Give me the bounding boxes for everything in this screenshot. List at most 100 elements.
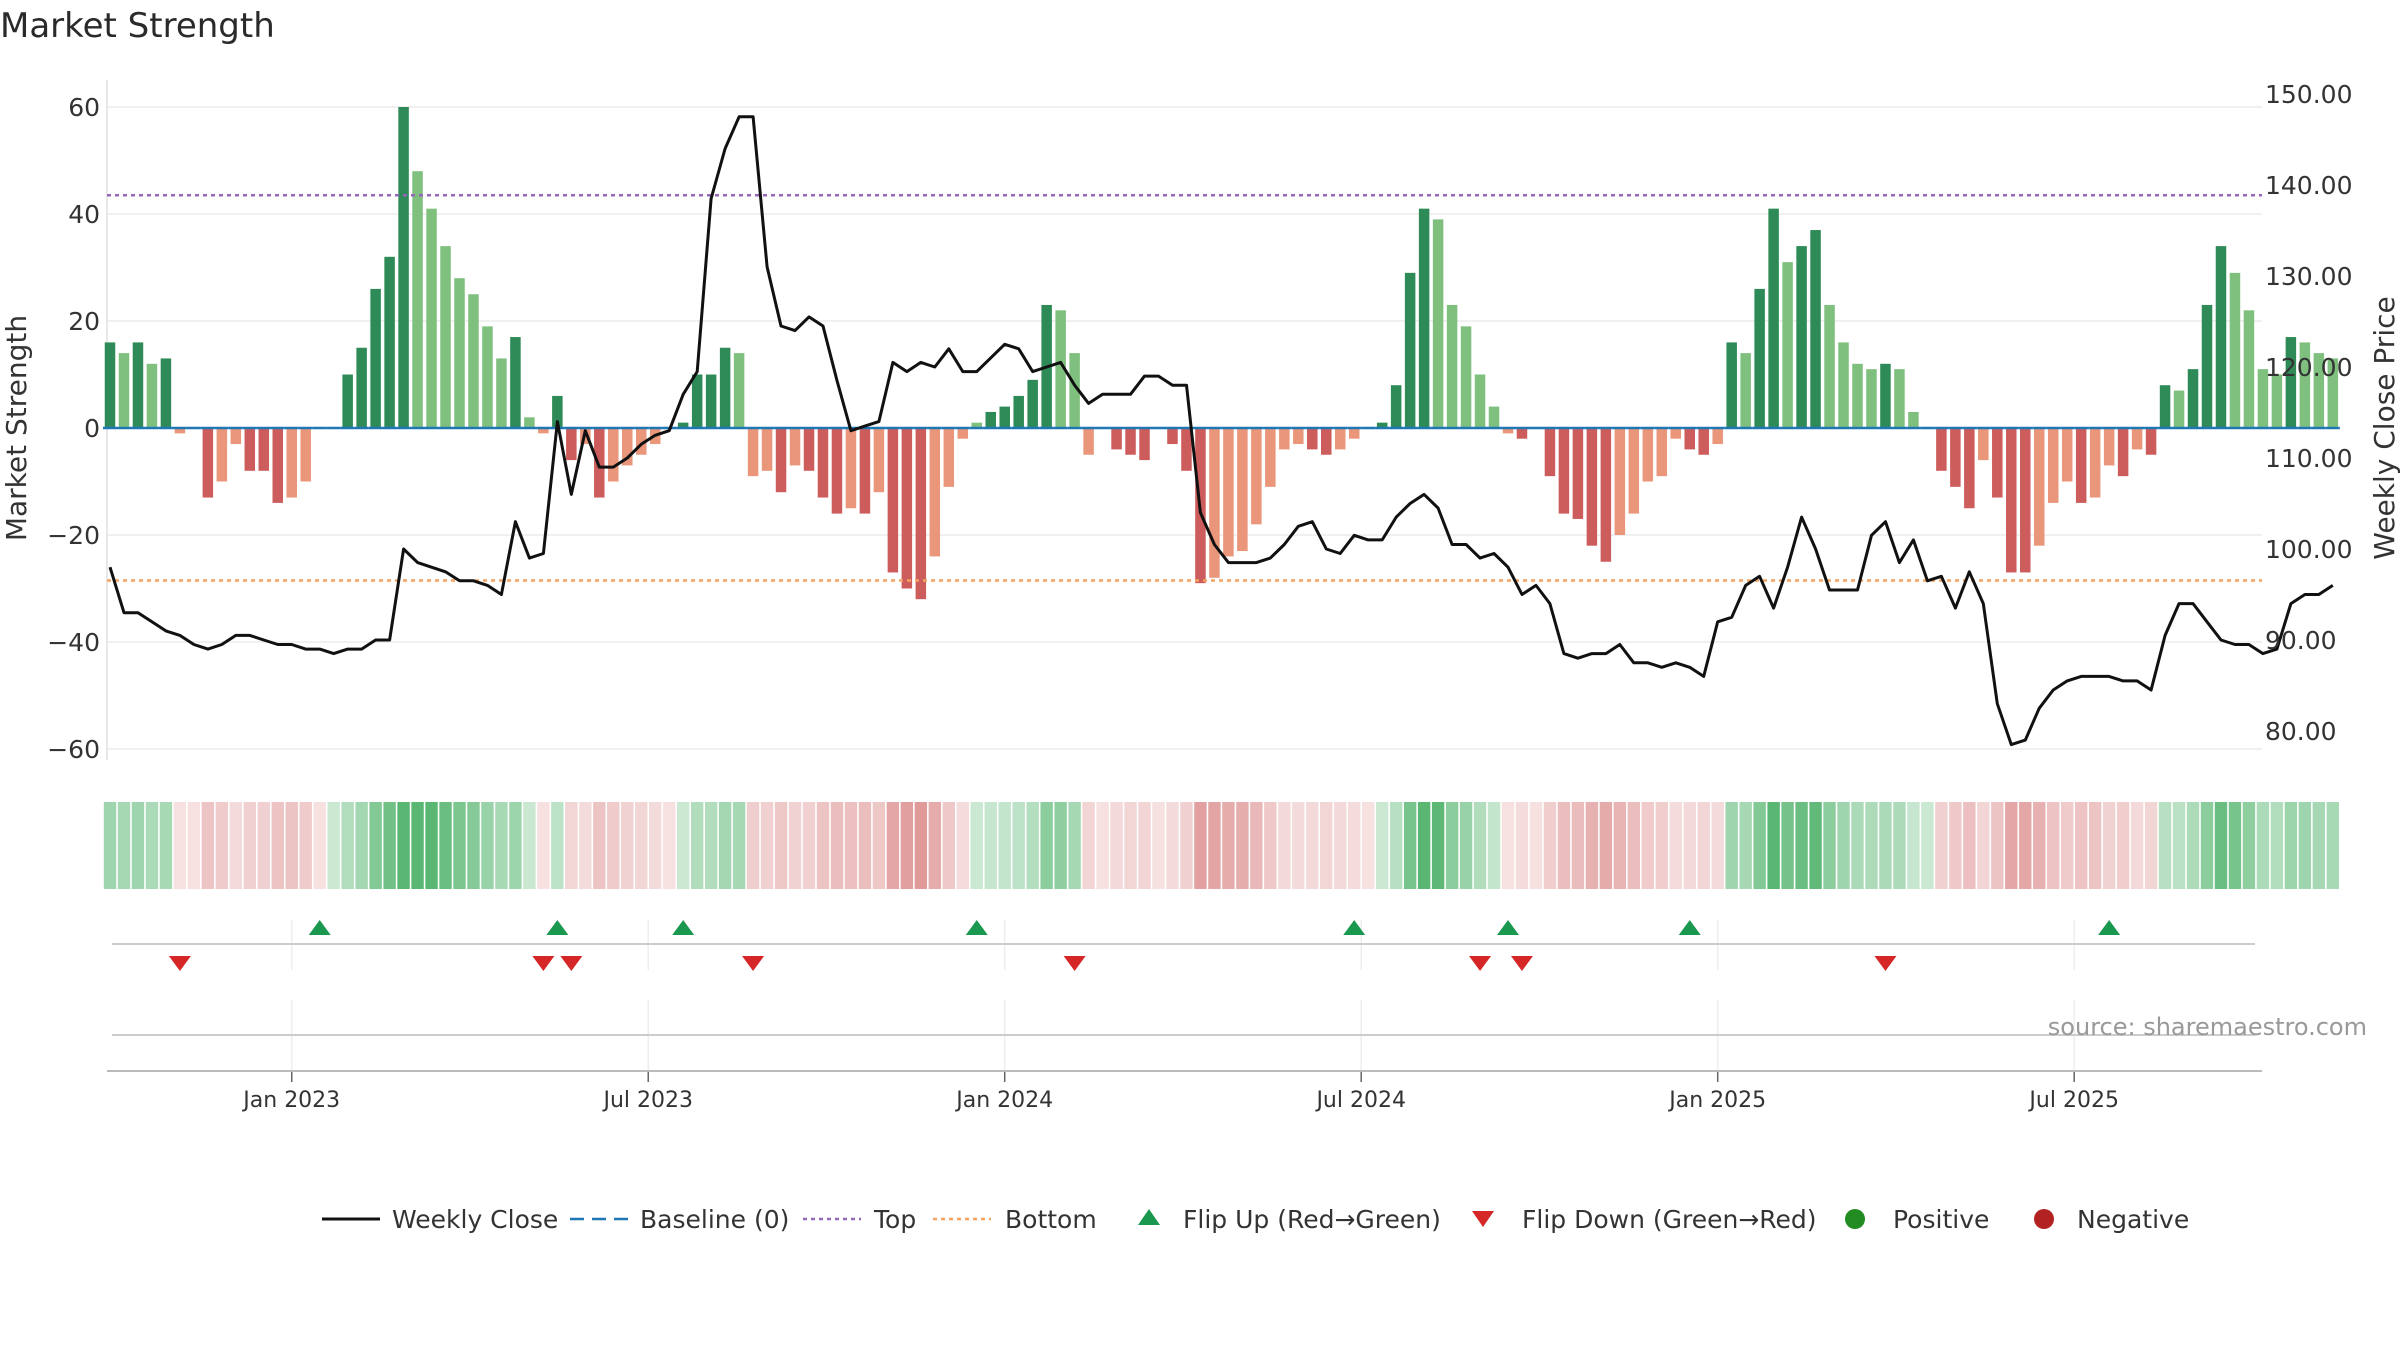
heat-cell bbox=[1613, 802, 1627, 889]
strength-bar bbox=[1418, 208, 1430, 428]
strength-bar bbox=[677, 422, 689, 428]
heat-cell bbox=[1795, 802, 1808, 889]
strength-bar bbox=[845, 428, 857, 509]
legend-item-line: Weekly Close bbox=[322, 1205, 558, 1234]
strength-bar bbox=[440, 246, 451, 428]
heat-cell bbox=[2130, 802, 2144, 889]
strength-bar bbox=[1334, 428, 1346, 450]
heat-cell bbox=[635, 802, 648, 889]
heat-cell bbox=[103, 802, 117, 889]
threshold-lines bbox=[103, 194, 2340, 582]
strength-bar bbox=[1223, 428, 1234, 557]
strength-bar bbox=[901, 428, 913, 589]
strength-bar bbox=[2257, 369, 2269, 428]
strength-bar bbox=[2243, 310, 2255, 428]
legend-item-baseline: Baseline (0) bbox=[570, 1205, 789, 1234]
strength-bar bbox=[2299, 342, 2311, 428]
strength-bar bbox=[622, 428, 633, 466]
strength-bar bbox=[691, 374, 703, 428]
strength-bar bbox=[1614, 428, 1626, 535]
heat-cell bbox=[1879, 802, 1892, 889]
heat-cell bbox=[1599, 802, 1613, 889]
strength-bar bbox=[1279, 428, 1290, 450]
strength-bar bbox=[552, 395, 563, 428]
y-left-tick-label: 0 bbox=[84, 414, 100, 443]
strength-bar bbox=[803, 428, 815, 471]
strength-bar bbox=[817, 428, 829, 498]
strength-bar bbox=[538, 428, 549, 434]
y-left-tick-label: 40 bbox=[68, 200, 100, 229]
strength-bar bbox=[202, 428, 214, 498]
strength-bar bbox=[2215, 246, 2227, 428]
flip-marker-strip bbox=[168, 920, 2121, 971]
heat-cell bbox=[1138, 802, 1151, 889]
strength-bar bbox=[1125, 428, 1136, 455]
heat-cell bbox=[970, 802, 983, 889]
strength-bar bbox=[719, 347, 731, 428]
strength-bar bbox=[1516, 428, 1528, 439]
flip-up-marker bbox=[2098, 920, 2121, 935]
heat-cell bbox=[1236, 802, 1249, 889]
heat-cell bbox=[788, 802, 802, 889]
heat-cell bbox=[229, 802, 243, 889]
heat-cell bbox=[1110, 802, 1123, 889]
strength-bar bbox=[1712, 428, 1723, 445]
legend-label: Flip Down (Green→Red) bbox=[1522, 1205, 1817, 1234]
heat-cell bbox=[858, 802, 872, 889]
heat-cell bbox=[1194, 802, 1207, 889]
flip-down-marker bbox=[168, 956, 191, 971]
strength-bar bbox=[971, 422, 983, 428]
grid-lines bbox=[106, 80, 2262, 1072]
heat-cell bbox=[649, 802, 662, 889]
strength-bar bbox=[146, 363, 158, 428]
strength-bar bbox=[594, 428, 605, 498]
heat-cell bbox=[1292, 802, 1305, 889]
heat-cell bbox=[1040, 802, 1053, 889]
strength-bar bbox=[1432, 219, 1444, 428]
heat-cell bbox=[495, 802, 508, 889]
strength-bar bbox=[1642, 428, 1654, 482]
y-left-tick-label: −20 bbox=[47, 521, 100, 550]
strength-bar bbox=[1670, 428, 1682, 439]
heat-cell bbox=[914, 802, 928, 889]
strength-bar bbox=[1726, 342, 1737, 428]
strength-bar bbox=[1181, 428, 1192, 471]
strength-bar bbox=[1810, 230, 1821, 428]
heat-cell bbox=[2172, 802, 2186, 889]
heat-cell bbox=[2047, 802, 2060, 889]
legend-item-flip_down: Flip Down (Green→Red) bbox=[1472, 1205, 1817, 1234]
strength-bar bbox=[1348, 428, 1360, 439]
heat-cell bbox=[341, 802, 354, 889]
heat-cell bbox=[2200, 802, 2214, 889]
strength-bar bbox=[566, 428, 577, 461]
heat-cell bbox=[1431, 802, 1445, 889]
heat-cell bbox=[2116, 802, 2130, 889]
heat-cell bbox=[1697, 802, 1710, 889]
heat-cell bbox=[2074, 802, 2088, 889]
strength-bar bbox=[1978, 428, 1989, 461]
heat-cell bbox=[928, 802, 942, 889]
strength-bar bbox=[608, 428, 619, 482]
y-right-tick-label: 90.00 bbox=[2265, 626, 2337, 655]
heat-cell bbox=[1865, 802, 1878, 889]
strength-bar bbox=[1838, 342, 1849, 428]
legend-label: Bottom bbox=[1005, 1205, 1097, 1234]
strength-bar bbox=[1600, 428, 1612, 562]
legend-negative-swatch bbox=[2034, 1209, 2054, 1229]
strength-bar bbox=[496, 358, 507, 428]
strength-bar bbox=[2285, 337, 2297, 428]
legend-label: Positive bbox=[1893, 1205, 1989, 1234]
heat-cell bbox=[621, 802, 634, 889]
heat-cell bbox=[481, 802, 494, 889]
strength-bar bbox=[510, 337, 521, 428]
x-tick-label: Jan 2024 bbox=[954, 1088, 1053, 1113]
flip-down-marker bbox=[1874, 956, 1897, 971]
legend-item-bottom: Bottom bbox=[933, 1205, 1097, 1234]
heat-cell bbox=[844, 802, 858, 889]
heat-cell bbox=[579, 802, 592, 889]
heat-cell bbox=[690, 802, 704, 889]
strength-bar bbox=[1558, 428, 1570, 514]
y-left-tick-label: 60 bbox=[68, 93, 100, 122]
heat-cell bbox=[886, 802, 900, 889]
heat-cell bbox=[1180, 802, 1193, 889]
